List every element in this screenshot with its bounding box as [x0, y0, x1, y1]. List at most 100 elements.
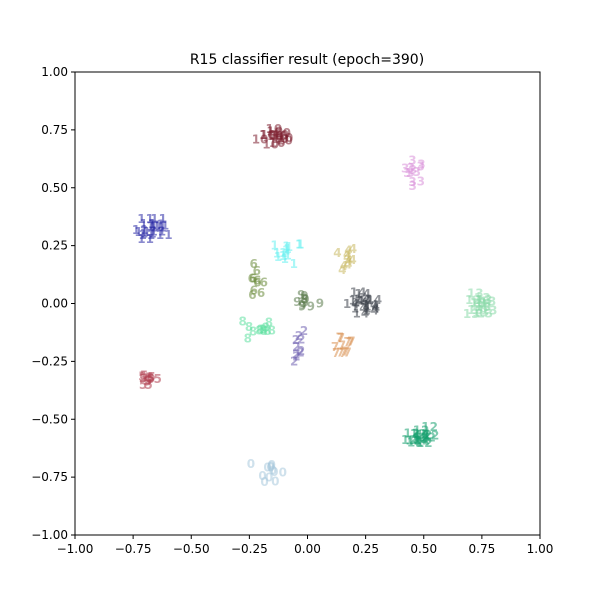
data-point-label: 1 [274, 250, 282, 264]
y-tick-label: −1.00 [31, 528, 68, 542]
data-point-label: 13 [476, 307, 493, 321]
data-point-label: 1 [285, 240, 293, 254]
x-tick-label: −1.00 [57, 542, 94, 556]
data-point-label: 0 [265, 470, 273, 484]
y-tick-label: −0.50 [31, 412, 68, 426]
data-point-label: 0 [270, 465, 278, 479]
data-point-label: 12 [421, 420, 438, 434]
data-point-label: 9 [297, 288, 305, 302]
data-point-label: 2 [292, 333, 300, 347]
x-tick-label: −0.50 [173, 542, 210, 556]
data-point-label: 10 [262, 138, 279, 152]
data-point-label: 9 [316, 297, 324, 311]
data-point-label: 7 [337, 331, 345, 345]
data-point-label: 4 [349, 242, 357, 256]
data-point-label: 13 [475, 297, 492, 311]
data-point-label: 8 [259, 322, 267, 336]
data-point-label: 7 [339, 346, 347, 360]
data-point-label: 10 [272, 128, 289, 142]
data-point-label: 1 [279, 249, 287, 263]
data-point-label: 6 [253, 264, 261, 278]
data-point-label: 8 [239, 315, 247, 329]
data-point-label: 12 [413, 434, 430, 448]
data-point-label: 5 [139, 378, 147, 392]
data-point-label: 7 [331, 340, 339, 354]
data-point-label: 13 [465, 293, 482, 307]
data-point-label: 4 [340, 259, 348, 273]
data-point-label: 12 [416, 428, 433, 442]
data-point-label: 12 [412, 431, 429, 445]
y-tick-label: 0.50 [41, 181, 68, 195]
x-tick-label: 0.00 [294, 542, 321, 556]
data-point-label: 6 [257, 286, 265, 300]
data-point-label: 12 [412, 432, 429, 446]
x-tick-label: 0.25 [352, 542, 379, 556]
x-tick-label: −0.25 [231, 542, 268, 556]
data-point-label: 10 [266, 125, 283, 139]
data-point-label: 7 [338, 339, 346, 353]
data-point-label: 13 [476, 293, 493, 307]
data-point-label: 6 [253, 276, 261, 290]
data-point-label: 2 [297, 344, 305, 358]
data-point-label: 1 [290, 257, 298, 271]
data-point-label: 2 [296, 346, 304, 360]
data-point-label: 11 [139, 217, 156, 231]
data-point-label: 9 [298, 299, 306, 313]
y-axis: −1.00 −0.75 −0.50 −0.25 0.00 0.25 0.50 0.75 1.00 [31, 65, 75, 542]
data-point-label: 7 [344, 335, 352, 349]
data-point-label: 11 [150, 221, 167, 235]
data-point-label: 2 [292, 347, 300, 361]
points-layer: 1010101010101010101010101010333333333333… [132, 122, 498, 489]
data-point-label: 11 [153, 218, 170, 232]
data-point-label: 5 [138, 370, 146, 384]
data-point-label: 14 [354, 292, 371, 306]
data-point-label: 11 [150, 212, 167, 226]
data-point-label: 6 [250, 284, 258, 298]
x-tick-label: −0.75 [115, 542, 152, 556]
data-point-label: 3 [413, 165, 421, 179]
data-point-label: 14 [351, 301, 368, 315]
data-point-label: 10 [274, 126, 291, 140]
data-point-label: 0 [271, 475, 279, 489]
data-point-label: 10 [276, 131, 293, 145]
data-point-label: 0 [267, 460, 275, 474]
data-point-label: 7 [341, 345, 349, 359]
y-tick-label: −0.25 [31, 354, 68, 368]
data-point-label: 12 [401, 433, 418, 447]
data-point-label: 14 [362, 298, 379, 312]
data-point-label: 8 [244, 332, 252, 346]
data-point-label: 3 [401, 161, 409, 175]
data-point-label: 8 [262, 321, 270, 335]
data-point-label: 7 [332, 346, 340, 360]
data-point-label: 11 [139, 228, 156, 242]
data-point-label: 12 [407, 436, 424, 450]
data-point-label: 12 [405, 433, 422, 447]
data-point-label: 1 [283, 248, 291, 262]
data-point-label: 14 [357, 294, 374, 308]
data-point-label: 14 [348, 293, 365, 307]
data-point-label: 11 [149, 224, 166, 238]
data-point-label: 6 [248, 271, 256, 285]
y-tick-label: 1.00 [41, 65, 68, 79]
data-point-label: 4 [343, 250, 351, 264]
data-point-label: 3 [417, 157, 425, 171]
data-point-label: 1 [283, 242, 291, 256]
data-point-label: 0 [258, 469, 266, 483]
data-point-label: 14 [354, 287, 371, 301]
data-point-label: 6 [249, 271, 257, 285]
data-point-label: 3 [409, 179, 417, 193]
data-point-label: 5 [146, 371, 154, 385]
data-point-label: 3 [417, 174, 425, 188]
y-tick-label: 0.25 [41, 239, 68, 253]
data-point-label: 9 [300, 292, 308, 306]
data-point-label: 8 [249, 325, 257, 339]
data-point-label: 10 [259, 128, 276, 142]
data-point-label: 14 [363, 301, 380, 315]
data-point-label: 3 [408, 153, 416, 167]
data-point-label: 12 [423, 429, 440, 443]
data-point-label: 14 [352, 296, 369, 310]
data-point-label: 13 [481, 304, 498, 318]
data-point-label: 14 [350, 285, 367, 299]
